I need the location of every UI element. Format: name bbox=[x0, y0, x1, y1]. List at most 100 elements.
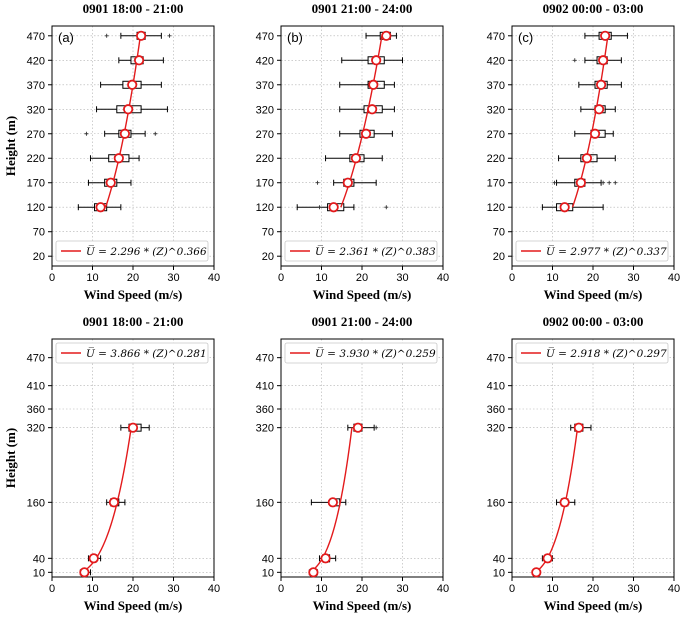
y-tick-label: 410 bbox=[256, 381, 274, 393]
legend: U̅ = 2.361 * (Z)^0.383 bbox=[284, 240, 438, 262]
mean-marker bbox=[598, 55, 609, 66]
flier-point bbox=[374, 425, 379, 430]
mean-marker bbox=[320, 553, 331, 564]
y-tick-label: 10 bbox=[493, 567, 505, 579]
y-tick-label: 470 bbox=[256, 353, 274, 365]
y-tick-label: 170 bbox=[487, 178, 505, 190]
mean-marker bbox=[123, 104, 134, 115]
legend-box bbox=[515, 240, 669, 262]
y-tick-label: 220 bbox=[27, 153, 45, 165]
y-tick-label: 420 bbox=[487, 55, 505, 67]
y-tick-label: 10 bbox=[262, 567, 274, 579]
y-tick-label: 160 bbox=[487, 497, 505, 509]
x-tick-label: 10 bbox=[86, 583, 98, 595]
y-tick-label: 470 bbox=[27, 353, 45, 365]
y-tick-label: 470 bbox=[256, 31, 274, 43]
legend-label: U̅ = 2.977 * (Z)^0.337 bbox=[546, 244, 667, 258]
mean-marker bbox=[381, 30, 392, 41]
panel-label: (c) bbox=[518, 30, 533, 45]
y-tick-label: 70 bbox=[262, 227, 274, 239]
mean-marker bbox=[88, 553, 99, 564]
y-tick-label: 320 bbox=[487, 423, 505, 435]
mean-marker bbox=[95, 202, 106, 213]
x-tick-label: 30 bbox=[167, 583, 179, 595]
legend-box bbox=[515, 342, 669, 364]
legend: U̅ = 3.866 * (Z)^0.281 bbox=[55, 342, 209, 364]
mean-marker bbox=[328, 202, 339, 213]
y-tick-label: 470 bbox=[487, 353, 505, 365]
y-tick-label: 320 bbox=[27, 104, 45, 116]
panel-label: (a) bbox=[58, 30, 74, 45]
mean-marker bbox=[113, 153, 124, 164]
y-tick-label: 120 bbox=[256, 202, 274, 214]
y-tick-label: 360 bbox=[487, 404, 505, 416]
legend-box bbox=[284, 240, 438, 262]
y-tick-label: 20 bbox=[33, 251, 45, 263]
y-tick-label: 370 bbox=[27, 80, 45, 92]
x-axis-label: Wind Speed (m/s) bbox=[313, 598, 412, 613]
mean-marker bbox=[367, 104, 378, 115]
mean-marker bbox=[368, 79, 379, 90]
y-tick-label: 270 bbox=[27, 129, 45, 141]
x-tick-label: 20 bbox=[587, 272, 599, 284]
x-tick-label: 0 bbox=[49, 272, 55, 284]
mean-marker bbox=[589, 128, 601, 139]
flier-point bbox=[572, 58, 577, 63]
x-axis-label: Wind Speed (m/s) bbox=[544, 598, 643, 613]
y-tick-label: 40 bbox=[262, 553, 274, 565]
chart-panel-1: 0 10 20 30 40 20 70 120 170 220 270 320 370 420 470 090… bbox=[3, 1, 220, 302]
mean-marker bbox=[119, 128, 131, 139]
x-tick-label: 40 bbox=[668, 272, 680, 284]
legend-label: U̅ = 3.866 * (Z)^0.281 bbox=[86, 346, 207, 360]
flier-point bbox=[153, 131, 158, 136]
mean-marker bbox=[600, 30, 611, 41]
x-tick-label: 30 bbox=[396, 272, 408, 284]
legend-box bbox=[55, 240, 209, 262]
y-tick-label: 120 bbox=[27, 202, 45, 214]
x-tick-label: 10 bbox=[315, 272, 327, 284]
y-tick-label: 320 bbox=[256, 104, 274, 116]
mean-marker bbox=[342, 177, 353, 188]
mean-marker bbox=[360, 128, 372, 139]
mean-marker bbox=[595, 79, 607, 90]
y-tick-label: 470 bbox=[27, 31, 45, 43]
mean-marker bbox=[350, 153, 362, 164]
y-tick-label: 320 bbox=[27, 423, 45, 435]
y-tick-label: 170 bbox=[27, 178, 45, 190]
y-axis-label: Height (m) bbox=[3, 428, 18, 488]
legend-box bbox=[284, 342, 438, 364]
x-tick-label: 40 bbox=[437, 272, 449, 284]
box-plot bbox=[339, 80, 395, 89]
x-tick-label: 20 bbox=[356, 583, 368, 595]
legend: U̅ = 2.918 * (Z)^0.297 bbox=[515, 342, 669, 364]
x-tick-label: 30 bbox=[396, 583, 408, 595]
x-tick-label: 20 bbox=[127, 583, 139, 595]
legend-box bbox=[55, 342, 209, 364]
y-tick-label: 160 bbox=[256, 497, 274, 509]
flier-point bbox=[317, 205, 322, 210]
x-tick-label: 20 bbox=[356, 272, 368, 284]
x-axis-label: Wind Speed (m/s) bbox=[544, 287, 643, 302]
y-tick-label: 270 bbox=[487, 129, 505, 141]
chart-panel-2: 0 10 20 30 40 20 70 120 170 220 270 320 370 420 470 090… bbox=[256, 1, 449, 302]
x-tick-label: 40 bbox=[208, 272, 220, 284]
chart-panel-6: 0 10 20 30 40 10 40 160 320 360 410 470 0902 00:00 -… bbox=[487, 314, 680, 613]
x-tick-label: 20 bbox=[587, 583, 599, 595]
flier-point bbox=[552, 180, 557, 185]
y-tick-label: 420 bbox=[27, 55, 45, 67]
x-tick-label: 0 bbox=[509, 272, 515, 284]
x-tick-label: 0 bbox=[278, 583, 284, 595]
legend-label: U̅ = 2.296 * (Z)^0.366 bbox=[86, 244, 207, 258]
mean-marker bbox=[352, 422, 364, 433]
legend: U̅ = 2.977 * (Z)^0.337 bbox=[515, 240, 669, 262]
mean-marker bbox=[308, 567, 319, 578]
panel-label: (b) bbox=[287, 30, 303, 45]
legend-label: U̅ = 2.361 * (Z)^0.383 bbox=[315, 244, 436, 258]
fit-curve bbox=[309, 427, 353, 573]
x-axis-label: Wind Speed (m/s) bbox=[84, 287, 183, 302]
mean-marker bbox=[133, 55, 145, 66]
flier-point bbox=[607, 180, 612, 185]
chart-title: 0901 18:00 - 21:00 bbox=[83, 314, 184, 329]
flier-point bbox=[384, 205, 389, 210]
